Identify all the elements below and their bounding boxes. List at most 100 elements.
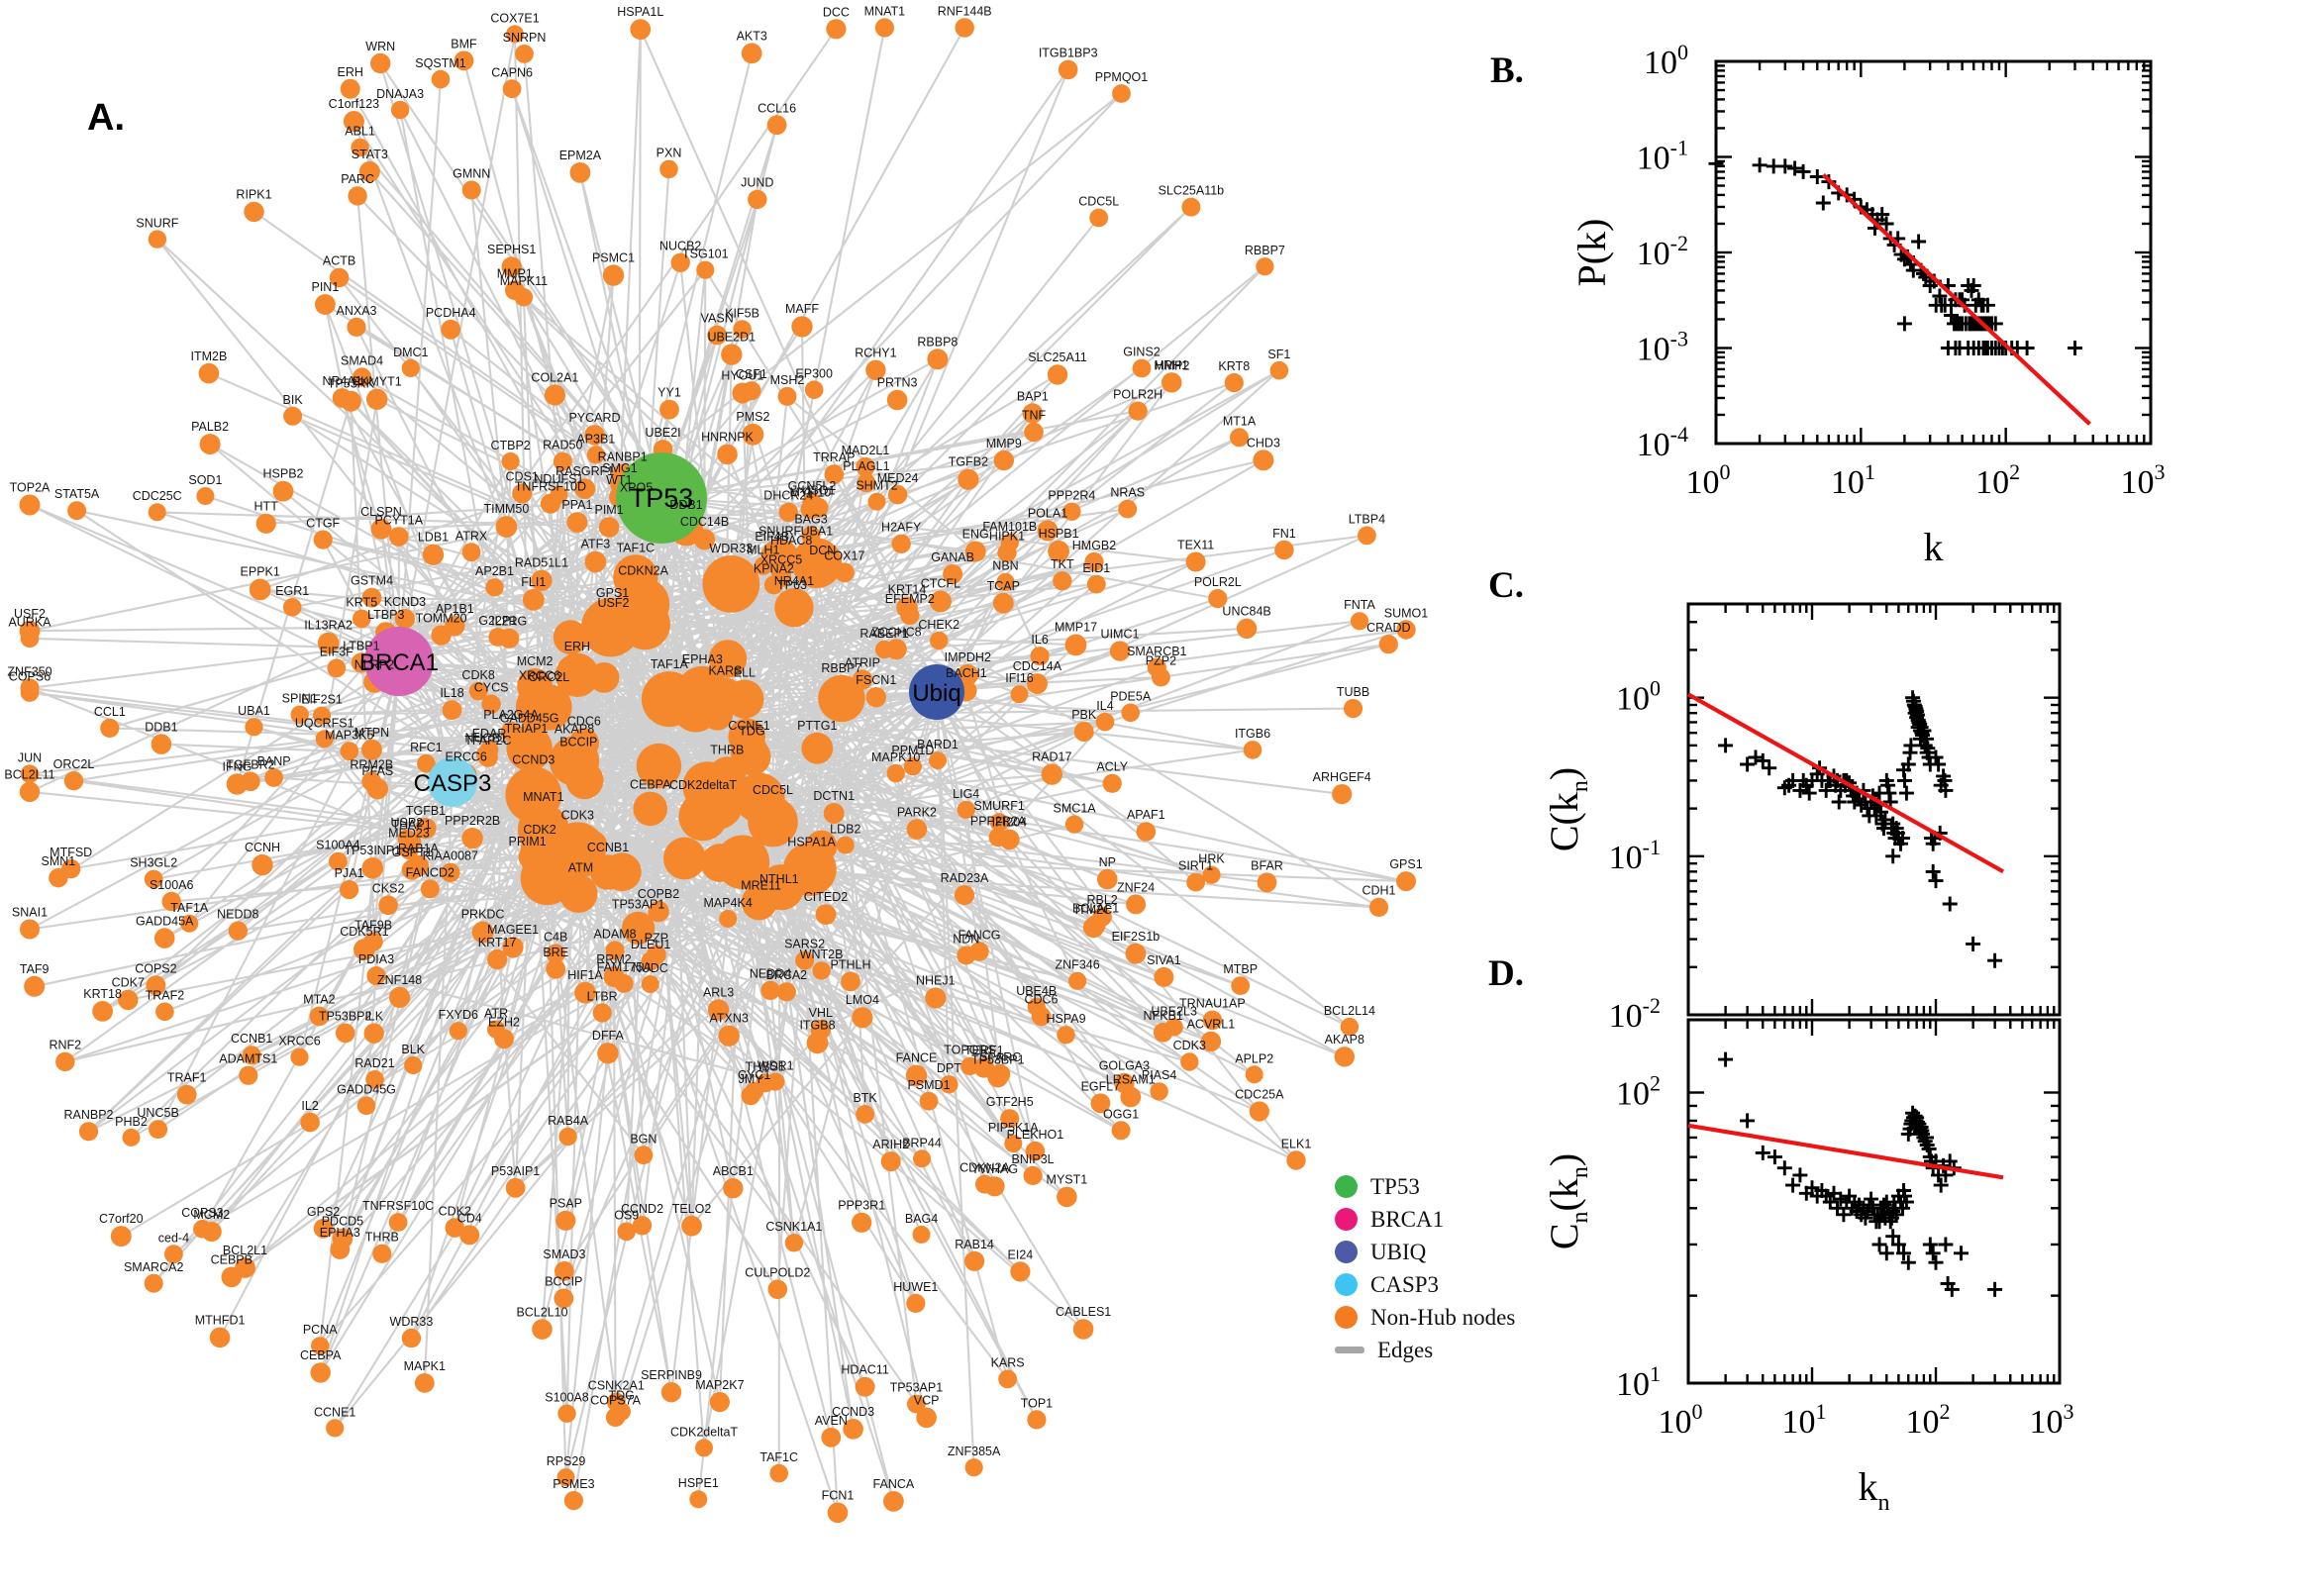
network-node: [804, 380, 824, 400]
tick-label-base: 10: [1644, 45, 1677, 81]
tick-label-base: 10: [1616, 1366, 1650, 1403]
tick-label-exp: 2: [2009, 459, 2020, 484]
node-label: TP53AP1: [890, 1381, 944, 1395]
network-node: [883, 1491, 904, 1512]
node-label: EIF2S1: [301, 693, 343, 707]
network-node: [494, 1029, 514, 1049]
network-node: [886, 763, 905, 783]
node-label: HSPA1L: [617, 5, 663, 19]
x-tick-label: 101: [1831, 459, 1875, 501]
node-label: PLA2G4A: [483, 708, 539, 722]
node-label: UBE4B: [1016, 984, 1057, 998]
network-node: [153, 928, 175, 948]
node-label: CEBPB: [211, 1253, 252, 1267]
network-node: [576, 830, 608, 861]
network-node: [795, 950, 815, 970]
node-label: TOMM20: [416, 611, 467, 625]
network-node: [422, 544, 445, 565]
node-label: HMGB2: [1072, 539, 1117, 552]
network-node: [874, 640, 894, 659]
network-node: [1132, 358, 1152, 378]
x-tick-label: 100: [1686, 459, 1731, 501]
network-node: [719, 909, 738, 928]
network-node: [1245, 1065, 1263, 1084]
axis-title-sub: n: [1567, 1211, 1593, 1223]
network-node: [516, 735, 537, 756]
node-label: SIVA1: [1147, 953, 1181, 967]
axis-title-text: (k: [1542, 1178, 1586, 1211]
network-node: [598, 517, 620, 538]
node-label: LMO4: [846, 993, 879, 1007]
legend-item-ubiq: UBIQ: [1335, 1236, 1515, 1268]
network-node: [856, 1105, 874, 1124]
network-node: [960, 1056, 979, 1076]
node-label: CITED2: [804, 890, 849, 904]
node-label: SERPINB9: [641, 1368, 702, 1382]
node-label: H2AFY: [881, 521, 922, 535]
node-label: TELO2: [672, 1202, 712, 1216]
tick-label-base: 10: [1906, 1404, 1940, 1441]
node-label: ATXN3: [710, 1012, 749, 1026]
network-node: [1200, 1031, 1222, 1052]
node-label: THAP1: [391, 818, 431, 832]
y-tick-label: 10-2: [1637, 231, 1688, 272]
network-node: [300, 1112, 320, 1133]
network-node: [1057, 1026, 1075, 1045]
tick-label-base: 10: [1637, 332, 1670, 368]
network-node: [571, 874, 590, 894]
network-node: [1025, 1141, 1046, 1161]
node-label: ITGB1BP3: [1039, 47, 1098, 60]
network-node: [340, 742, 359, 761]
network-node: [1208, 589, 1228, 609]
network-node: [835, 562, 855, 583]
node-label: MYST1: [1047, 1173, 1088, 1187]
network-node: [193, 1220, 212, 1239]
network-node: [78, 1122, 99, 1142]
network-node: [1153, 1023, 1173, 1043]
node-label: RNF2: [49, 1039, 81, 1052]
hub-label-tp53: TP53: [630, 483, 694, 513]
network-node: [811, 557, 834, 579]
node-label: NUDC: [633, 961, 668, 975]
network-node: [1334, 1047, 1356, 1067]
node-label: EDAR: [472, 727, 507, 741]
network-node: [906, 1293, 926, 1313]
node-label: AP3B1: [576, 432, 615, 446]
network-node: [1120, 1086, 1142, 1108]
node-label: SEPHS1: [487, 243, 536, 256]
network-node: [659, 159, 678, 179]
legend-item-edges: Edges: [1335, 1334, 1515, 1366]
node-label: RASGRF1: [556, 464, 614, 478]
network-node: [867, 492, 886, 511]
network-node: [370, 52, 391, 74]
node-label: BCCIP: [559, 736, 597, 749]
node-label: SHMT2: [856, 479, 897, 493]
legend-label: UBIQ: [1370, 1239, 1427, 1264]
network-node: [929, 590, 952, 613]
tick-label-exp: 0: [1650, 676, 1661, 701]
node-label: GPS1: [596, 586, 629, 600]
node-label: PRIM1: [508, 835, 546, 848]
network-node: [612, 1402, 631, 1421]
node-label: UIMC1: [1101, 627, 1140, 641]
node-label: KRT5: [346, 596, 377, 610]
node-label: EIF2S1b: [1112, 930, 1161, 944]
node-label: TNFRSF10C: [362, 1199, 434, 1213]
network-node: [242, 1046, 261, 1065]
network-node: [122, 1128, 141, 1147]
node-label: PPP2R4: [1048, 489, 1095, 503]
node-label: TOPORS: [944, 1044, 996, 1057]
network-node: [784, 1234, 804, 1252]
network-node: [992, 592, 1014, 614]
network-node: [502, 79, 522, 99]
legend-label: Non-Hub nodes: [1370, 1304, 1516, 1330]
network-node: [592, 1003, 612, 1023]
node-label: MTFSD: [50, 846, 92, 859]
network-node: [348, 186, 367, 206]
node-label: JUND: [741, 176, 773, 190]
node-label: MTHFD1: [195, 1314, 246, 1328]
network-node: [801, 732, 834, 764]
network-node: [1202, 1010, 1223, 1031]
network-node: [431, 625, 452, 646]
network-node: [481, 694, 501, 714]
